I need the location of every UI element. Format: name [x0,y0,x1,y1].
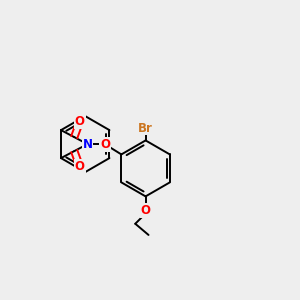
Text: O: O [75,160,85,173]
Text: O: O [100,138,110,151]
Text: N: N [82,138,92,151]
Text: O: O [75,116,85,128]
Text: O: O [141,204,151,217]
Text: Br: Br [138,122,153,135]
